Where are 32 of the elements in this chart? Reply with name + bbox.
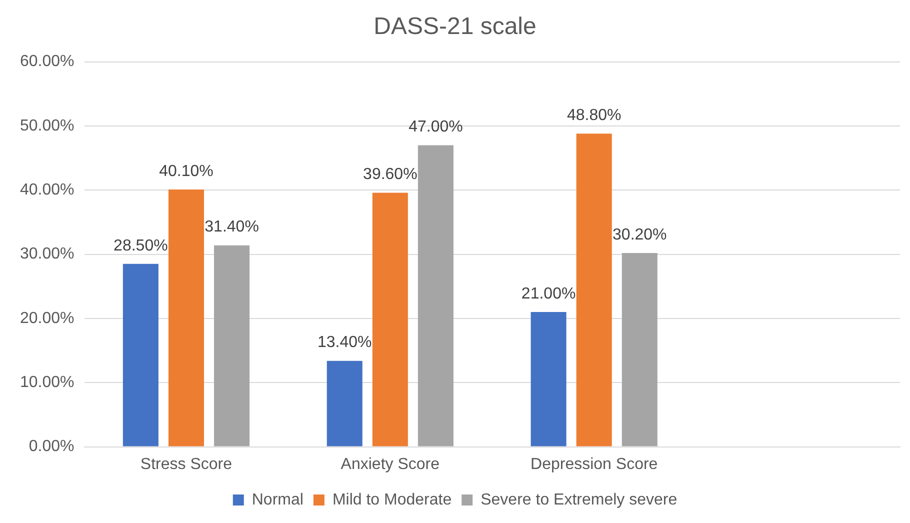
bar xyxy=(418,145,454,446)
y-tick-label: 40.00% xyxy=(20,182,74,199)
x-tick-label: Stress Score xyxy=(140,456,232,473)
bar xyxy=(326,360,362,446)
data-label: 39.60% xyxy=(363,166,418,184)
y-tick-label: 30.00% xyxy=(20,246,74,263)
legend-label: Severe to Extremely severe xyxy=(480,491,678,508)
data-label: 13.40% xyxy=(317,334,372,352)
y-tick-label: 60.00% xyxy=(20,53,74,70)
bar xyxy=(576,134,612,446)
x-tick-label: Anxiety Score xyxy=(340,456,440,473)
data-label: 47.00% xyxy=(408,118,463,136)
bar xyxy=(622,253,658,446)
bar xyxy=(530,312,566,446)
legend-label: Mild to Moderate xyxy=(332,491,452,508)
bar xyxy=(372,192,408,446)
bar xyxy=(168,189,204,446)
data-label: 48.80% xyxy=(566,107,622,124)
bar xyxy=(214,245,250,446)
data-label: 40.10% xyxy=(159,162,214,180)
data-label: 31.40% xyxy=(204,218,259,236)
data-label: 30.20% xyxy=(612,226,667,244)
y-tick-label: 50.00% xyxy=(20,117,74,134)
x-tick-label: Depression Score xyxy=(530,456,658,473)
legend-label: Normal xyxy=(252,491,304,508)
y-tick-label: 20.00% xyxy=(20,310,74,327)
chart-title: DASS-21 scale xyxy=(374,13,536,40)
y-tick-label: 0.00% xyxy=(28,438,74,456)
data-label: 21.00% xyxy=(521,285,576,302)
bar xyxy=(122,264,158,446)
data-label: 28.50% xyxy=(114,237,168,254)
y-tick-label: 10.00% xyxy=(20,374,74,392)
